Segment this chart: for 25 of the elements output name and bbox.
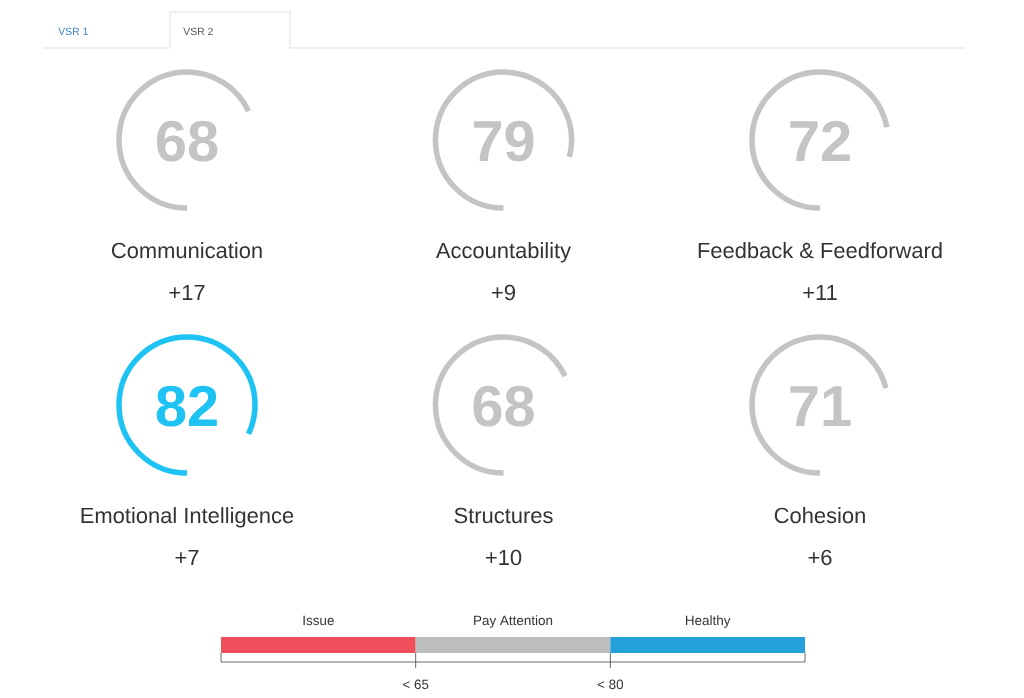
category-label: Feedback & Feedforward	[698, 242, 942, 259]
data-label: +9	[492, 284, 515, 301]
category-label: Pay Attention	[474, 615, 553, 628]
category-label: Cohesion	[774, 507, 865, 524]
text: < 65	[403, 679, 429, 690]
data-label: 71	[790, 386, 851, 426]
data-label: 68	[473, 385, 534, 427]
data-label: +11	[803, 284, 837, 300]
data-label: +7	[175, 549, 199, 566]
text: < 80	[597, 679, 624, 690]
data-label: 82	[156, 385, 217, 427]
data-label: 72	[790, 120, 850, 161]
data-label: 79	[473, 120, 534, 162]
data-label: +17	[169, 284, 205, 300]
data-label: 68	[156, 120, 218, 162]
data-label: +6	[808, 549, 832, 566]
text: VSR 2	[183, 27, 213, 36]
category-label: Communication	[111, 242, 262, 259]
data-label: +10	[485, 549, 522, 566]
category-label: Issue	[303, 615, 334, 626]
category-label: Accountability	[435, 242, 572, 263]
category-label: Healthy	[685, 615, 731, 628]
category-label: Structures	[454, 507, 553, 524]
category-label: Emotional Intelligence	[81, 507, 294, 528]
text: VSR 1	[58, 27, 88, 36]
